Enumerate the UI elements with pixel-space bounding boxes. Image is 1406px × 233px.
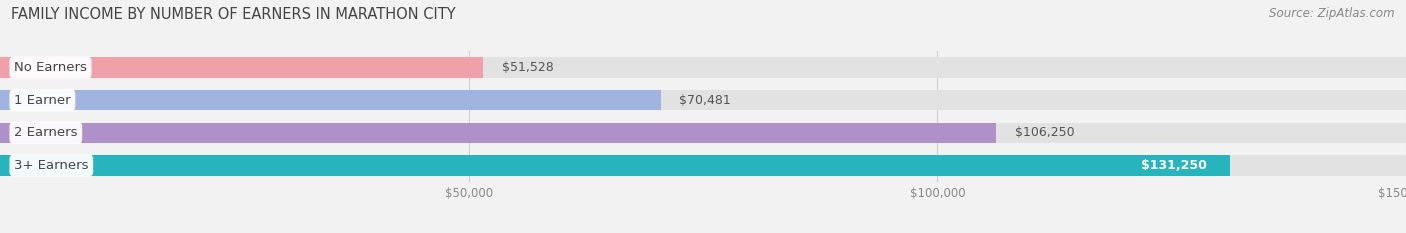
Bar (0, 155, 1230, 175)
Text: $51,528: $51,528 (502, 61, 554, 74)
Bar (0, 58, 1406, 78)
Bar (0, 123, 995, 143)
Text: 1 Earner: 1 Earner (14, 94, 70, 107)
Text: Source: ZipAtlas.com: Source: ZipAtlas.com (1270, 7, 1395, 20)
Bar (0, 90, 661, 110)
Text: FAMILY INCOME BY NUMBER OF EARNERS IN MARATHON CITY: FAMILY INCOME BY NUMBER OF EARNERS IN MA… (11, 7, 456, 22)
Text: $131,250: $131,250 (1140, 159, 1206, 172)
Text: 3+ Earners: 3+ Earners (14, 159, 89, 172)
Text: 2 Earners: 2 Earners (14, 126, 77, 139)
Text: No Earners: No Earners (14, 61, 87, 74)
Bar (0, 58, 484, 78)
Bar (0, 155, 1406, 175)
Bar (0, 90, 1406, 110)
Text: $70,481: $70,481 (679, 94, 731, 107)
Bar (0, 123, 1406, 143)
Text: $106,250: $106,250 (1015, 126, 1074, 139)
